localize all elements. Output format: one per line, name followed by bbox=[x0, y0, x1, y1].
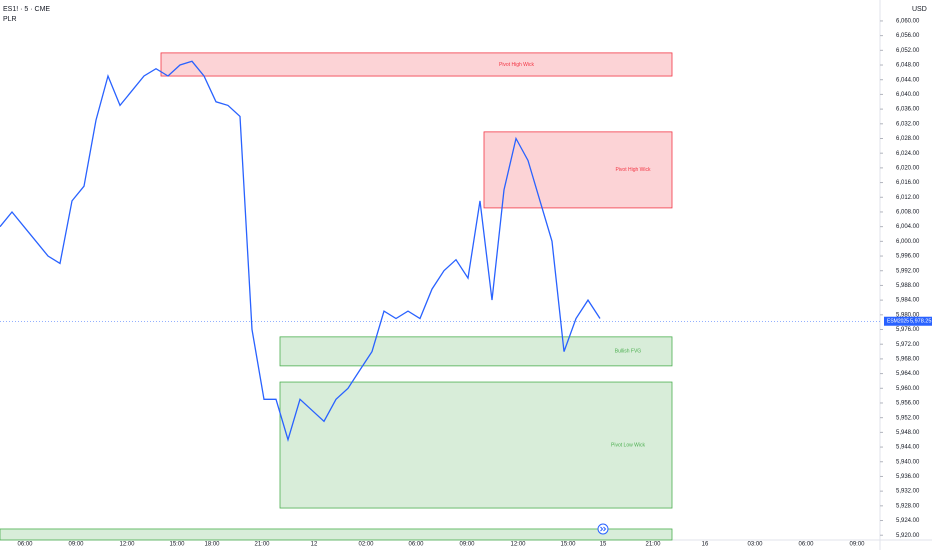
time-label: 02:00 bbox=[358, 542, 374, 548]
time-label: 03:00 bbox=[747, 542, 763, 548]
indicator[interactable]: PLR bbox=[3, 16, 17, 23]
price-label: 5,968.00 bbox=[896, 356, 920, 362]
price-label: 5,940.00 bbox=[896, 459, 920, 465]
price-label: 5,952.00 bbox=[896, 415, 920, 421]
plot: ESM2025 5,978.25 bbox=[0, 60, 932, 442]
price-label: 5,964.00 bbox=[896, 371, 920, 377]
zone bbox=[279, 381, 673, 509]
price-line bbox=[0, 60, 601, 442]
zone-label: Pivot High Wick bbox=[499, 62, 535, 68]
time-label: 09:00 bbox=[459, 542, 475, 548]
price-label: 6,000.00 bbox=[896, 239, 920, 245]
price-label: 5,976.00 bbox=[896, 327, 920, 333]
time-label: 15:00 bbox=[560, 542, 576, 548]
time-label: 06:00 bbox=[17, 542, 33, 548]
zone-label: Pivot Low Wick bbox=[611, 442, 645, 448]
currency: USD bbox=[912, 6, 927, 13]
price-label: 5,992.00 bbox=[896, 268, 920, 274]
price-label: 5,980.00 bbox=[896, 312, 920, 318]
price-label: 6,028.00 bbox=[896, 136, 920, 142]
zone bbox=[279, 336, 673, 367]
price-label: 6,004.00 bbox=[896, 224, 920, 230]
price-label: 6,048.00 bbox=[896, 63, 920, 69]
price-label: 6,032.00 bbox=[896, 121, 920, 127]
price-tag bbox=[884, 316, 932, 326]
time-label: 18:00 bbox=[204, 542, 220, 548]
time-label: 12:00 bbox=[119, 542, 135, 548]
price-label: 5,996.00 bbox=[896, 254, 920, 260]
price-tag-value: 5,978.25 bbox=[910, 319, 931, 325]
price-label: 5,956.00 bbox=[896, 401, 920, 407]
time-label: 15:00 bbox=[169, 542, 185, 548]
zone-label: Pivot High Wick bbox=[615, 167, 651, 173]
price-label: 5,924.00 bbox=[896, 518, 920, 524]
price-label: 6,040.00 bbox=[896, 92, 920, 98]
price-label: 5,988.00 bbox=[896, 283, 920, 289]
price-label: 5,920.00 bbox=[896, 533, 920, 539]
symbol[interactable]: ES1! · 5 · CME bbox=[3, 6, 50, 13]
price-label: 5,936.00 bbox=[896, 474, 920, 480]
price-label: 5,984.00 bbox=[896, 298, 920, 304]
zone bbox=[483, 131, 673, 209]
price-label: 6,052.00 bbox=[896, 48, 920, 54]
price-label: 6,016.00 bbox=[896, 180, 920, 186]
price-label: 6,036.00 bbox=[896, 107, 920, 113]
time-label: 16 bbox=[702, 542, 709, 548]
zones: Pivot High Wick Pivot High Wick Bullish FV… bbox=[0, 52, 673, 541]
price-label: 5,972.00 bbox=[896, 342, 920, 348]
time-label: 09:00 bbox=[68, 542, 84, 548]
zone bbox=[0, 528, 673, 541]
price-label: 5,944.00 bbox=[896, 445, 920, 451]
time-label: 09:00 bbox=[849, 542, 865, 548]
price-label: 5,928.00 bbox=[896, 503, 920, 509]
time-label: 06:00 bbox=[798, 542, 814, 548]
price-label: 6,056.00 bbox=[896, 33, 920, 39]
time-label: 21:00 bbox=[645, 542, 661, 548]
price-label: 6,060.00 bbox=[896, 19, 920, 25]
zone bbox=[160, 52, 673, 77]
price-label: 5,960.00 bbox=[896, 386, 920, 392]
price-label: 6,008.00 bbox=[896, 210, 920, 216]
scroll-icon bbox=[600, 526, 607, 532]
price-label: 5,948.00 bbox=[896, 430, 920, 436]
time-label: 12:00 bbox=[510, 542, 526, 548]
price-label: 6,044.00 bbox=[896, 77, 920, 83]
price-label: 6,020.00 bbox=[896, 165, 920, 171]
zone-label: Bullish FVG bbox=[615, 349, 642, 355]
time-label: 12 bbox=[311, 542, 318, 548]
price-label: 5,932.00 bbox=[896, 489, 920, 495]
time-label: 15 bbox=[600, 542, 607, 548]
time-label: 21:00 bbox=[254, 542, 270, 548]
price-label: 6,024.00 bbox=[896, 151, 920, 157]
price-label: 6,012.00 bbox=[896, 195, 920, 201]
time-label: 06:00 bbox=[408, 542, 424, 548]
price-tag-symbol: ESM2025 bbox=[887, 319, 909, 325]
